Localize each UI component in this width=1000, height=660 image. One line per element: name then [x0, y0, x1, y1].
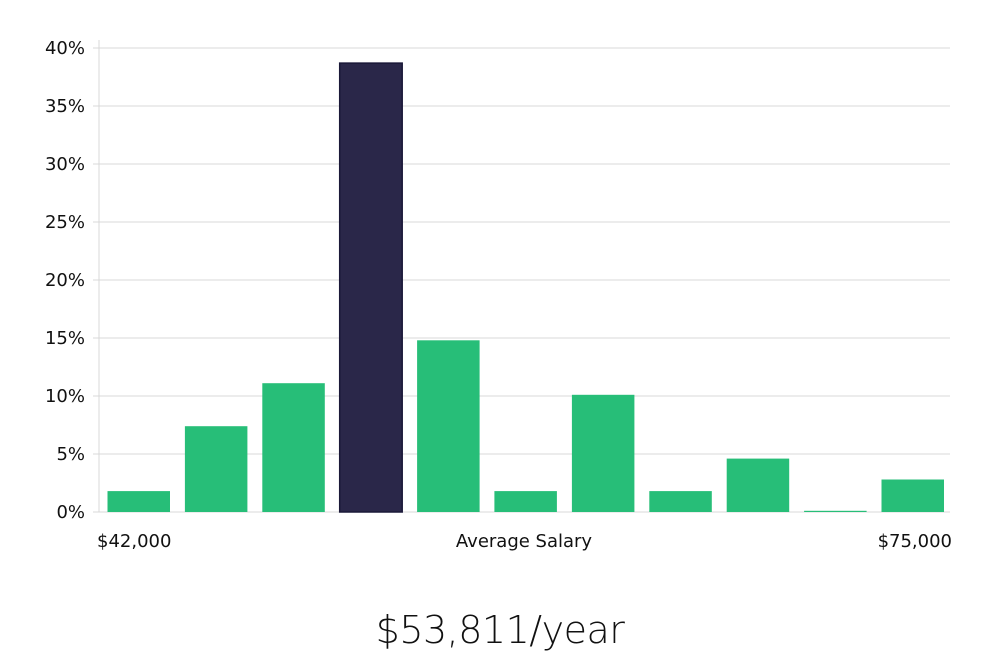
histogram-bar [571, 394, 635, 512]
y-tick-label: 30% [45, 154, 85, 175]
y-tick-label: 5% [56, 444, 85, 465]
histogram-bar-highlighted [338, 62, 403, 513]
y-tick-label: 20% [45, 270, 85, 291]
histogram-bar [494, 491, 557, 512]
bars-layer [107, 62, 944, 513]
histogram-bar [107, 491, 170, 512]
histogram-bar [726, 458, 790, 512]
histogram-bar [649, 491, 712, 512]
average-salary-value: $53,811/year [375, 608, 625, 652]
y-tick-label: 0% [56, 502, 85, 523]
histogram-svg: 0% 5% 10% 15% 20% 25% 30% 35% 40% $42,000 Averag… [45, 38, 952, 552]
y-tick-label: 15% [45, 328, 85, 349]
histogram-bar [804, 510, 867, 512]
x-axis-title: Average Salary [456, 531, 593, 552]
histogram-bar [262, 383, 325, 512]
x-max-label: $75,000 [878, 531, 952, 552]
y-tick-label: 35% [45, 96, 85, 117]
y-tick-labels: 0% 5% 10% 15% 20% 25% 30% 35% 40% [45, 38, 85, 523]
histogram-bar [881, 479, 944, 512]
y-tick-label: 40% [45, 38, 85, 59]
histogram-bar [184, 426, 248, 512]
x-min-label: $42,000 [97, 531, 171, 552]
y-tick-label: 25% [45, 212, 85, 233]
y-tick-label: 10% [45, 386, 85, 407]
histogram-bar [417, 340, 480, 512]
